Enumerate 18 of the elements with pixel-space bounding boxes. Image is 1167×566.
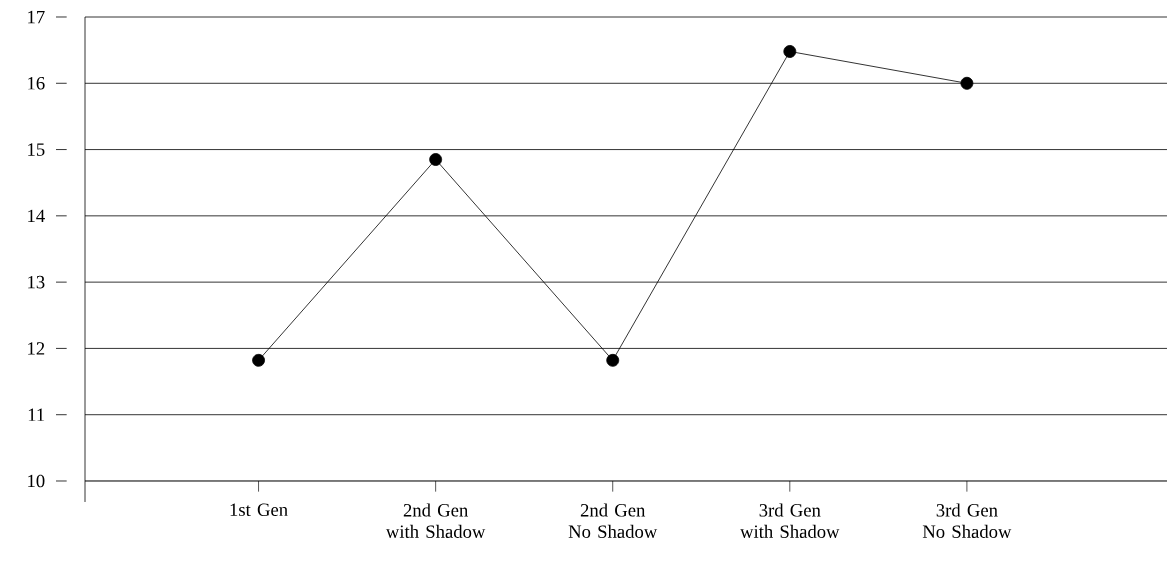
x-tick-label: 2nd Gen No Shadow — [568, 503, 658, 538]
y-tick-label: 16 — [28, 77, 45, 90]
y-tick-label: 15 — [28, 143, 45, 156]
point — [606, 353, 620, 367]
x-tick-label: 3rd Gen No Shadow — [922, 503, 1012, 538]
y-tick-label: 14 — [28, 209, 45, 223]
y-tick-label: 17 — [28, 10, 45, 24]
x-tick-label: 1st Gen — [230, 503, 288, 517]
y-tick-label: 10 — [28, 474, 45, 488]
point — [429, 153, 443, 166]
x-tick-label: 3rd Gen with Shadow — [740, 503, 840, 538]
x-tick-label: 2nd Gen with Shadow — [385, 503, 486, 538]
point — [783, 45, 797, 58]
y-tick-label: 12 — [28, 342, 45, 355]
y-tick-label: 13 — [28, 275, 45, 289]
point — [960, 76, 974, 90]
point — [252, 353, 265, 367]
y-tick-label: 11 — [28, 408, 45, 421]
